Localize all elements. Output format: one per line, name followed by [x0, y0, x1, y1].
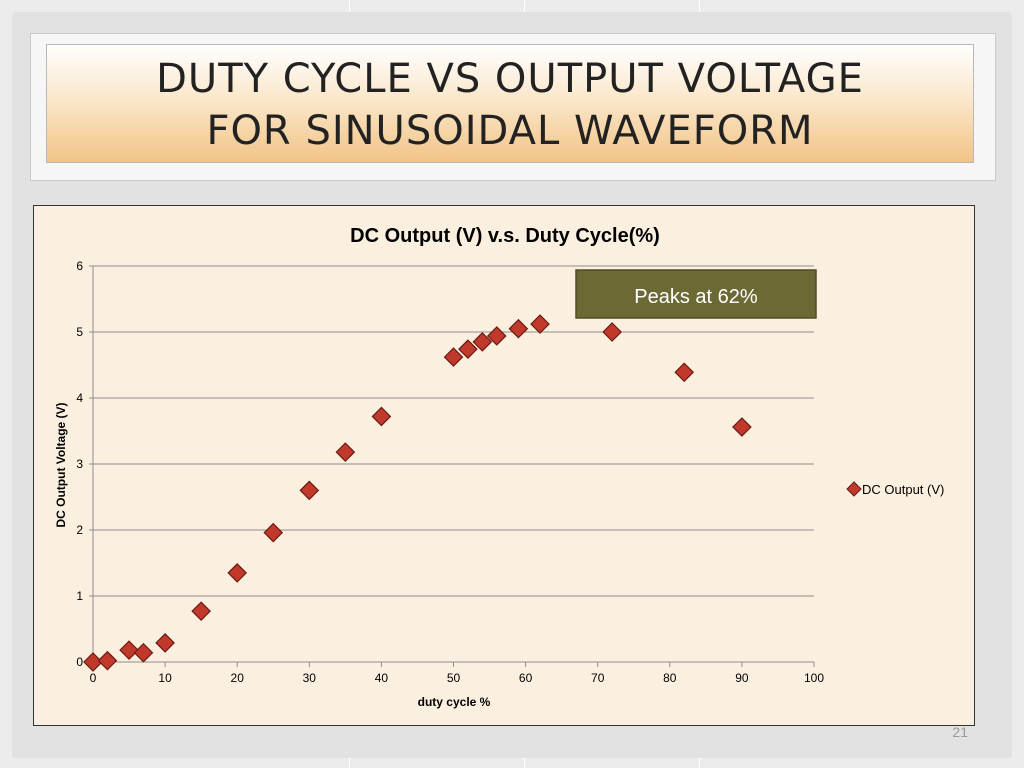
- x-tick-label: 30: [303, 671, 317, 685]
- x-tick-label: 100: [804, 671, 824, 685]
- page-number: 21: [952, 724, 968, 740]
- data-point: [472, 332, 493, 352]
- x-axis-label: duty cycle %: [418, 695, 491, 709]
- data-point: [371, 406, 392, 427]
- chart-area: DC Output (V) v.s. Duty Cycle(%) duty cy…: [33, 205, 975, 726]
- y-tick-label: 2: [76, 523, 83, 537]
- data-point: [335, 442, 356, 462]
- data-point: [155, 633, 175, 653]
- y-tick-label: 6: [76, 259, 83, 273]
- data-point: [486, 326, 507, 346]
- data-point: [508, 318, 529, 339]
- data-point: [133, 642, 154, 663]
- x-tick-label: 20: [231, 671, 245, 685]
- data-point: [263, 522, 284, 543]
- data-point: [119, 640, 139, 660]
- y-tick-label: 5: [76, 325, 83, 339]
- data-point: [458, 339, 478, 360]
- data-point: [674, 362, 695, 383]
- data-point: [732, 417, 752, 437]
- data-point: [227, 563, 248, 583]
- scatter-chart: DC Output (V) v.s. Duty Cycle(%) duty cy…: [54, 225, 944, 709]
- x-tick-label: 90: [735, 671, 749, 685]
- data-point: [97, 650, 118, 671]
- chart-title: DC Output (V) v.s. Duty Cycle(%): [350, 225, 660, 247]
- data-point: [299, 480, 320, 501]
- slide-title-line-1: DUTY CYCLE VS OUTPUT VOLTAGE: [156, 56, 864, 102]
- x-tick-label: 40: [375, 671, 389, 685]
- data-point: [83, 652, 103, 672]
- x-tick-label: 70: [591, 671, 605, 685]
- slide-title-line-2: FOR SINUSOIDAL WAVEFORM: [206, 108, 814, 154]
- y-tick-label: 4: [76, 391, 83, 405]
- data-point: [530, 314, 550, 334]
- x-tick-label: 60: [519, 671, 533, 685]
- data-point: [191, 601, 211, 622]
- legend-label: DC Output (V): [862, 482, 944, 497]
- x-tick-label: 50: [447, 671, 461, 685]
- data-point: [443, 347, 464, 367]
- data-point: [602, 322, 622, 342]
- legend-marker: [846, 481, 862, 497]
- x-tick-label: 0: [90, 671, 97, 685]
- y-tick-label: 0: [76, 655, 83, 669]
- x-tick-label: 10: [158, 671, 172, 685]
- callout-box: [575, 269, 817, 319]
- y-tick-label: 3: [76, 457, 83, 471]
- x-tick-label: 80: [663, 671, 677, 685]
- y-tick-label: 1: [76, 589, 83, 603]
- y-axis-label: DC Output Voltage (V): [54, 402, 68, 527]
- callout-label: Peaks at 62%: [634, 286, 758, 308]
- slide-title: DUTY CYCLE VS OUTPUT VOLTAGE FOR SINUSOI…: [46, 44, 974, 163]
